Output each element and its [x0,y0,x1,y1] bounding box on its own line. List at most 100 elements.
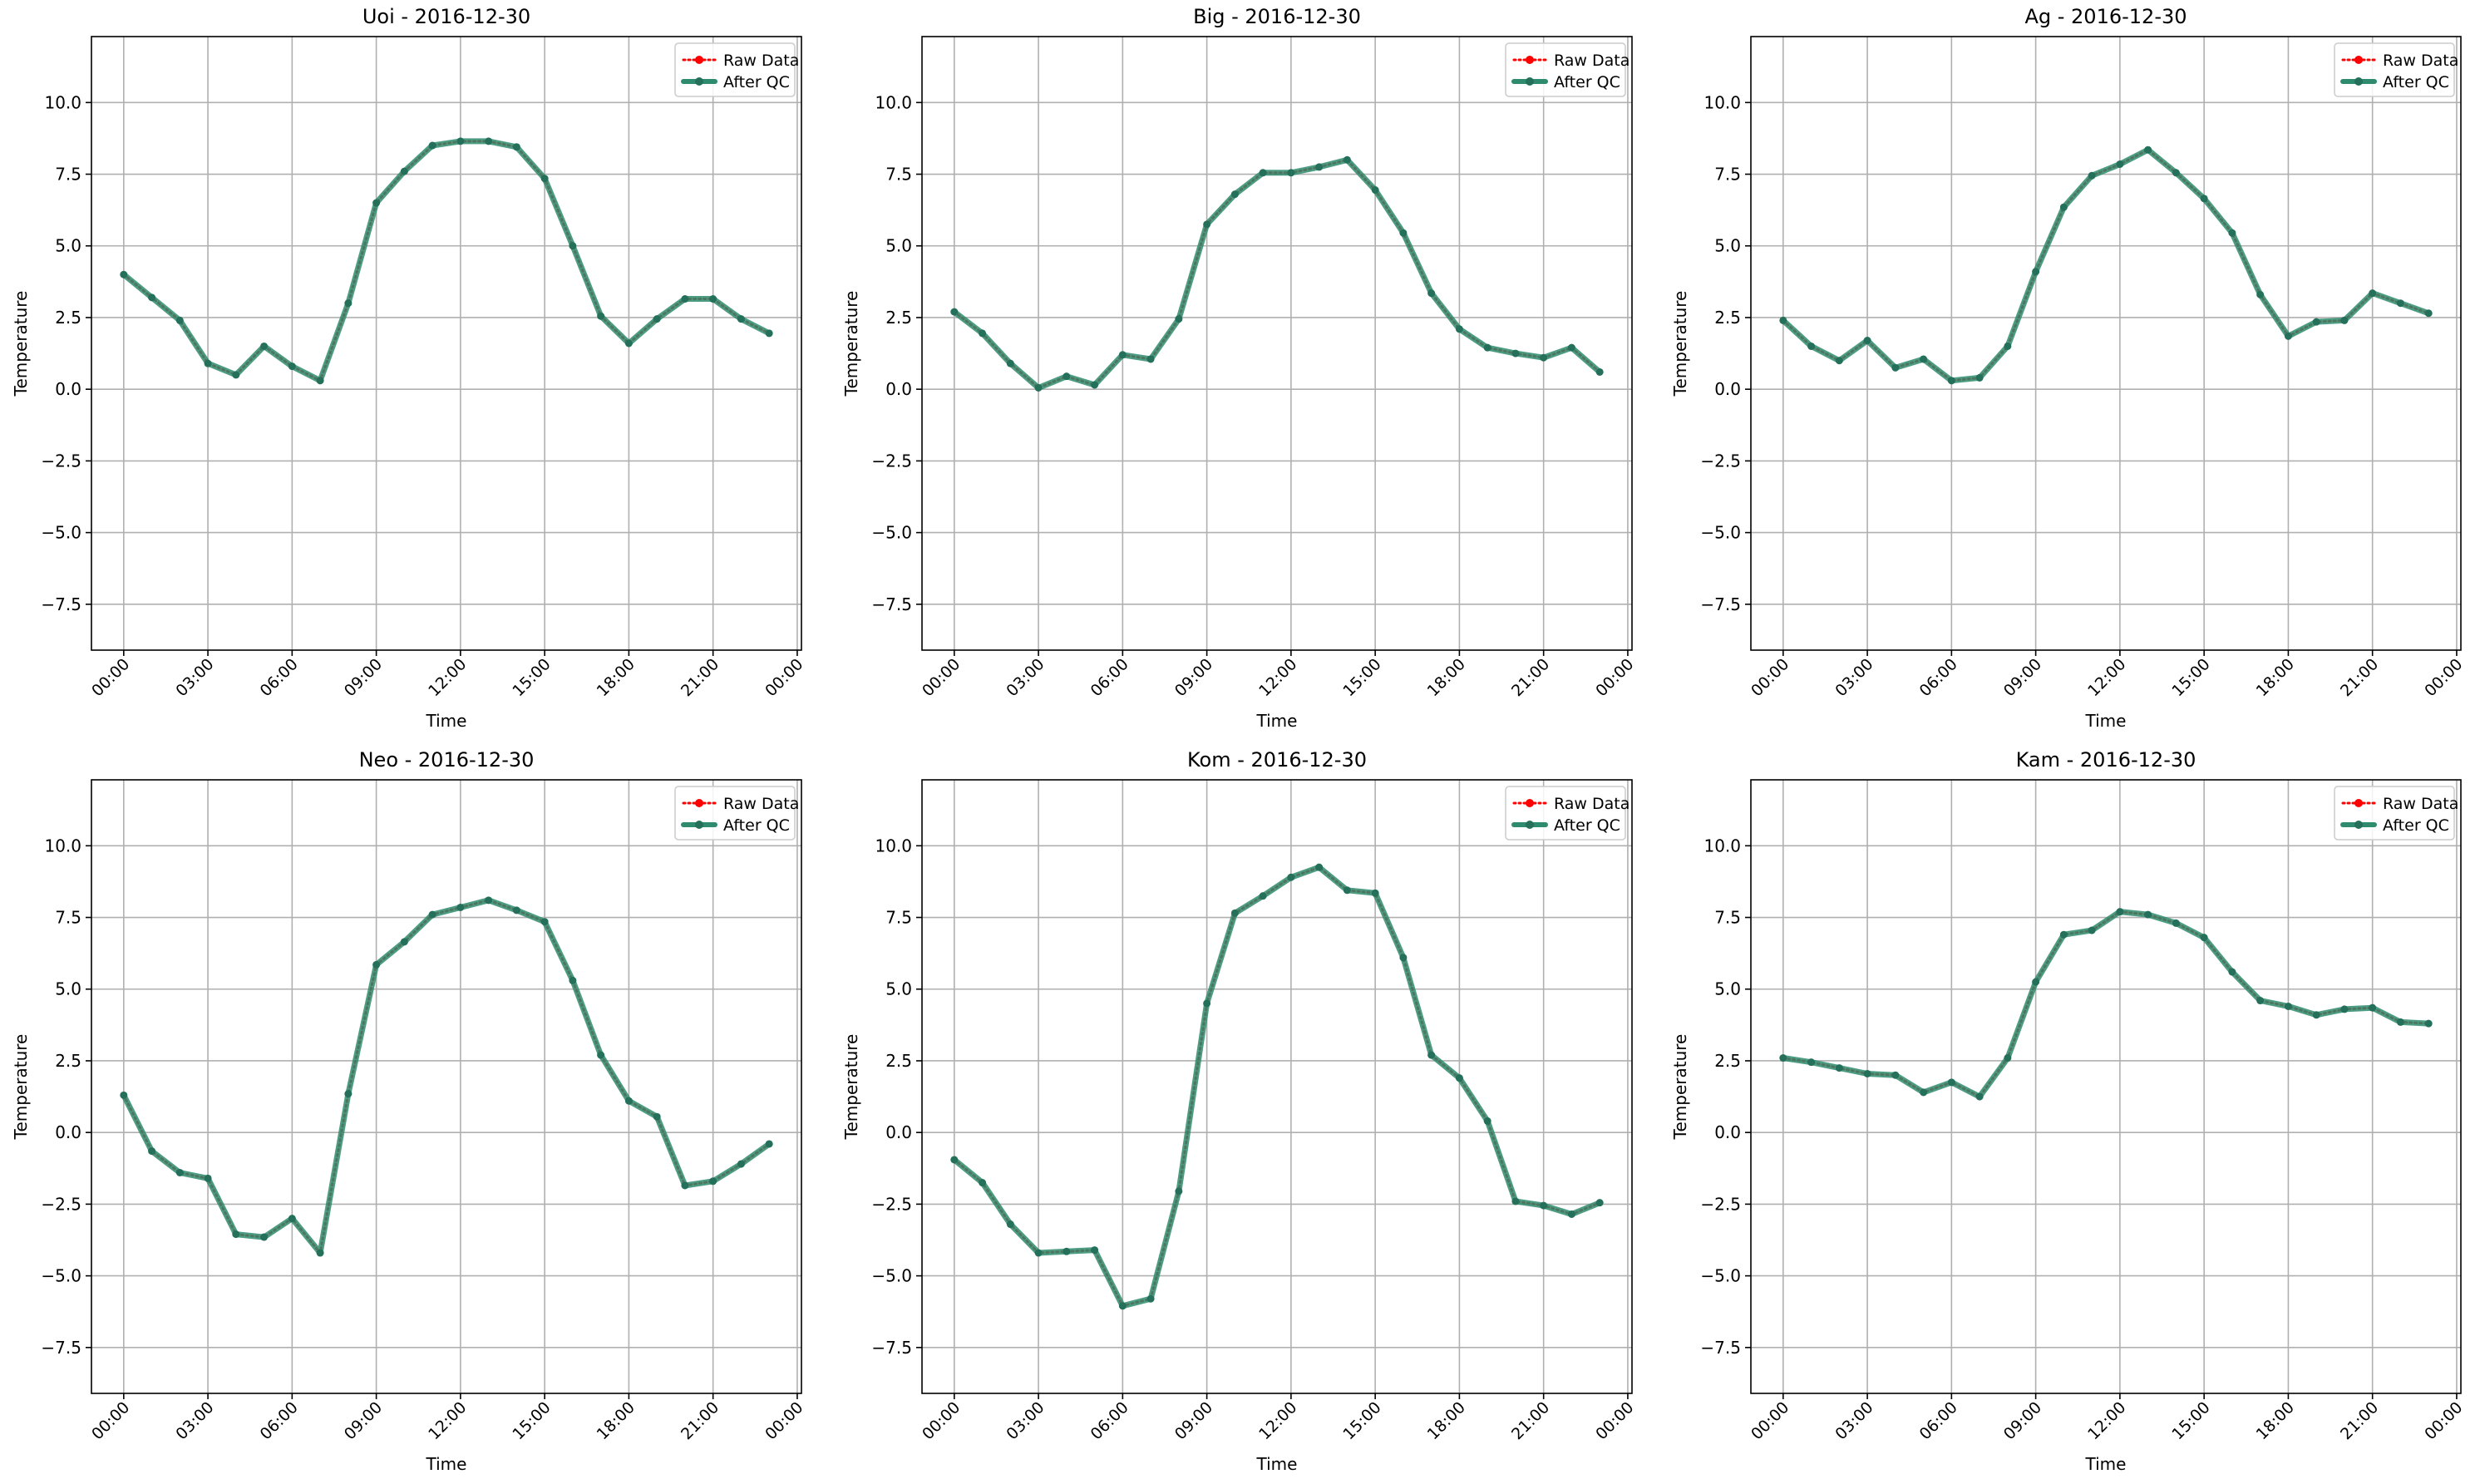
legend-qc-marker [1526,821,1534,829]
y-tick-label: −2.5 [871,1194,912,1214]
after-qc-point [2059,203,2068,211]
y-tick-label: −5.0 [871,1266,912,1286]
after-qc-point [950,308,959,316]
axes-frame [1750,779,2462,1394]
after-qc-point [1779,1054,1787,1062]
x-tick-label: 18:00 [1424,655,1469,700]
after-qc-point [540,918,549,926]
subplot-6: 00:00 03:00 06:00 09:00 12:00 15:00 18:00 21:00… [1670,748,2466,1474]
after-qc-point [400,938,408,946]
after-qc-point [1399,229,1408,237]
after-qc-point [288,362,296,371]
after-qc-point [765,1140,773,1148]
y-tick-label: 5.0 [55,979,81,999]
after-qc-point [1399,954,1408,962]
after-qc-point [1483,1117,1491,1125]
subplot-1: 00:00 03:00 06:00 09:00 12:00 15:00 18:00 21:00… [11,5,806,731]
chart-title: Kam - 2016-12-30 [2016,748,2197,772]
after-qc-point [400,167,408,175]
x-tick-label: 21:00 [678,1398,722,1443]
y-tick-label: 10.0 [1703,92,1741,112]
chart-title: Ag - 2016-12-30 [2024,5,2187,28]
after-qc-point [1807,342,1816,350]
after-qc-point [485,896,493,905]
x-axis-label: Time [1256,711,1298,731]
after-qc-point [979,1179,987,1187]
legend-qc-label: After QC [723,73,790,91]
after-qc-point [2088,926,2096,934]
legend: Raw Data After QC [2334,42,2458,97]
after-qc-point [2340,316,2349,324]
after-qc-point [2116,908,2124,916]
after-qc-point [1091,1246,1099,1255]
plot-area [91,37,801,650]
y-tick-label: −7.5 [871,594,912,614]
after-qc-point [2059,930,2068,939]
after-qc-point [1540,353,1548,362]
x-tick-label: 18:00 [2253,1398,2298,1443]
x-tick-label: 21:00 [2337,655,2382,700]
after-qc-point [344,1090,353,1098]
after-qc-point [2004,1054,2012,1062]
after-qc-point [2284,332,2292,340]
x-tick-label: 18:00 [1424,1398,1469,1443]
y-axis-label: Temperature [1670,291,1690,397]
after-qc-point [2200,195,2208,203]
after-qc-point [2004,342,2012,350]
after-qc-point [1595,367,1604,376]
after-qc-point [428,910,436,919]
y-tick-label: −7.5 [41,594,81,614]
after-qc-point [456,137,465,145]
after-qc-point [372,199,381,207]
x-tick-label: 00:00 [2421,655,2466,700]
after-qc-point [765,329,773,338]
y-tick-label: −5.0 [41,1266,81,1286]
after-qc-point [1034,383,1043,392]
x-tick-label: 21:00 [678,655,722,700]
after-qc-point [709,1177,717,1186]
after-qc-point [1891,1071,1900,1079]
y-axis-label: Temperature [1670,1034,1690,1141]
y-tick-label: 7.5 [885,165,912,185]
after-qc-point [1203,999,1211,1008]
x-tick-label: 12:00 [425,1398,470,1443]
after-qc-line [1780,146,2432,384]
y-tick-label: −2.5 [1700,1194,1741,1214]
after-qc-point [737,315,745,323]
after-qc-point [1063,1247,1071,1255]
after-qc-point [456,903,465,911]
plot-area [922,780,1632,1393]
y-tick-label: −2.5 [1700,451,1741,471]
x-tick-label: 00:00 [919,1398,964,1443]
after-qc-point [485,137,493,145]
after-qc-point [2144,145,2152,154]
after-qc-point [120,270,128,279]
y-tick-label: 7.5 [55,165,81,185]
axes-frame [921,36,1633,651]
after-qc-point [1203,220,1211,229]
legend: Raw Data After QC [1505,786,1630,841]
after-qc-point [2172,919,2180,927]
legend-raw-label: Raw Data [1554,795,1630,813]
x-tick-label: 00:00 [88,655,133,700]
y-tick-label: 0.0 [1714,379,1741,399]
x-axis-label: Time [426,711,467,731]
x-tick-label: 09:00 [1171,1398,1216,1443]
after-qc-point [681,295,689,303]
after-qc-point [597,1051,605,1059]
y-tick-label: 7.5 [1714,908,1741,928]
x-tick-label: 15:00 [2168,655,2213,700]
x-axis-label: Time [1256,1454,1298,1474]
legend: Raw Data After QC [674,42,799,97]
after-qc-line [951,156,1603,391]
legend: Raw Data After QC [1505,42,1630,97]
legend-qc-label: After QC [723,816,790,835]
after-qc-point [2284,1002,2292,1010]
after-qc-point [1343,886,1351,895]
after-qc-point [175,1168,184,1176]
x-axis-label: Time [2085,1454,2127,1474]
after-qc-point [1175,315,1183,323]
after-qc-point [344,299,353,308]
